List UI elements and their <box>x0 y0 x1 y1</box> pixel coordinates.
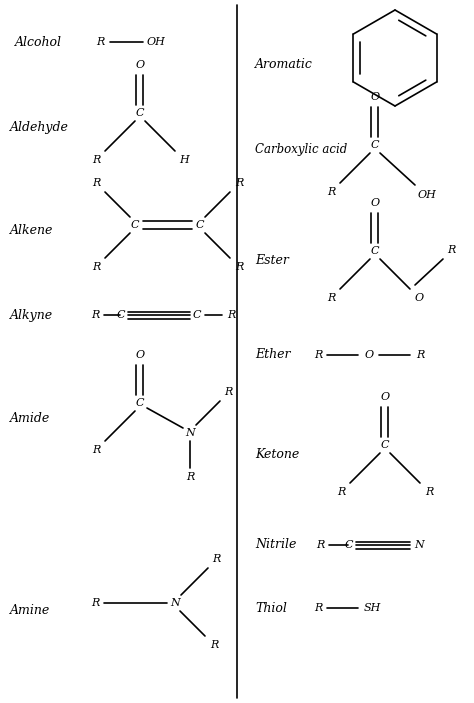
Text: O: O <box>136 60 145 70</box>
Text: R: R <box>316 540 324 550</box>
Text: O: O <box>365 350 374 360</box>
Text: N: N <box>414 540 424 550</box>
Text: R: R <box>92 155 100 165</box>
Text: R: R <box>235 178 243 188</box>
Text: R: R <box>210 640 218 650</box>
Text: Alkene: Alkene <box>10 224 54 238</box>
Text: R: R <box>92 178 100 188</box>
Text: Ketone: Ketone <box>255 449 299 461</box>
Text: R: R <box>224 387 232 397</box>
Text: R: R <box>186 472 194 482</box>
Text: O: O <box>371 92 380 102</box>
Text: Aldehyde: Aldehyde <box>10 122 69 134</box>
Text: R: R <box>416 350 424 360</box>
Text: OH: OH <box>146 37 165 47</box>
Text: C: C <box>193 310 201 320</box>
Text: Amine: Amine <box>10 603 50 617</box>
Text: R: R <box>425 487 433 497</box>
Text: Amide: Amide <box>10 411 50 425</box>
Text: C: C <box>381 440 389 450</box>
Text: R: R <box>227 310 235 320</box>
Text: C: C <box>136 398 144 408</box>
Text: C: C <box>131 220 139 230</box>
Text: Nitrile: Nitrile <box>255 538 296 551</box>
Text: R: R <box>327 293 335 303</box>
Text: O: O <box>136 350 145 360</box>
Text: R: R <box>92 445 100 455</box>
Text: Ester: Ester <box>255 254 289 266</box>
Text: Alcohol: Alcohol <box>15 35 62 49</box>
Text: N: N <box>185 428 195 438</box>
Text: R: R <box>91 598 99 608</box>
Text: C: C <box>196 220 204 230</box>
Text: O: O <box>381 392 390 402</box>
Text: OH: OH <box>418 190 437 200</box>
Text: Ether: Ether <box>255 349 291 361</box>
Text: R: R <box>96 37 104 47</box>
Text: R: R <box>314 603 322 613</box>
Text: Thiol: Thiol <box>255 602 287 614</box>
Text: R: R <box>314 350 322 360</box>
Text: H: H <box>179 155 189 165</box>
Text: N: N <box>170 598 180 608</box>
Text: Aromatic: Aromatic <box>255 58 313 72</box>
Text: R: R <box>92 262 100 272</box>
Text: C: C <box>345 540 353 550</box>
Text: C: C <box>371 140 379 150</box>
Text: R: R <box>91 310 99 320</box>
Text: R: R <box>327 187 335 197</box>
Text: R: R <box>337 487 345 497</box>
Text: R: R <box>212 554 220 564</box>
Text: C: C <box>371 246 379 256</box>
Text: O: O <box>371 198 380 208</box>
Text: O: O <box>414 293 424 303</box>
Text: Alkyne: Alkyne <box>10 309 53 321</box>
Text: C: C <box>136 108 144 118</box>
Text: Carboxylic acid: Carboxylic acid <box>255 143 347 157</box>
Text: R: R <box>447 245 455 255</box>
Text: R: R <box>235 262 243 272</box>
Text: C: C <box>117 310 125 320</box>
Text: SH: SH <box>363 603 381 613</box>
